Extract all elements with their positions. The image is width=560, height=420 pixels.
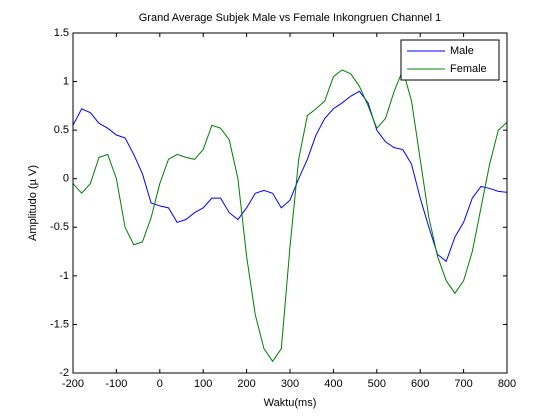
- x-axis-label: Waktu(ms): [264, 397, 317, 409]
- x-tick-label: 0: [157, 378, 163, 390]
- y-tick-label: -1: [59, 270, 69, 282]
- y-tick-label: -0.5: [50, 221, 69, 233]
- x-tick-label: -200: [62, 378, 84, 390]
- axes-box: [72, 32, 508, 374]
- plot-area: [73, 33, 507, 373]
- y-axis-label: Amplitudo (µ V): [27, 165, 39, 241]
- x-tick-label: 600: [411, 378, 429, 390]
- x-tick-label: 800: [498, 378, 516, 390]
- y-tick-label: -1.5: [50, 318, 69, 330]
- y-tick-label: 1: [63, 75, 69, 87]
- legend-label: Female: [450, 63, 487, 75]
- y-tick-label: 0: [63, 173, 69, 185]
- legend-box: [400, 39, 500, 81]
- x-tick-label: -100: [105, 378, 127, 390]
- chart-title: Grand Average Subjek Male vs Female Inko…: [139, 12, 441, 24]
- x-tick-label: 700: [454, 378, 472, 390]
- x-tick-label: 500: [368, 378, 386, 390]
- x-tick-label: 100: [194, 378, 212, 390]
- legend-label: Male: [450, 45, 474, 57]
- x-tick-label: 400: [324, 378, 342, 390]
- x-tick-label: 200: [237, 378, 255, 390]
- x-tick-label: 300: [281, 378, 299, 390]
- data-line: [72, 68, 508, 363]
- y-tick-label: 0.5: [54, 124, 69, 136]
- y-tick-label: 1.5: [54, 27, 69, 39]
- y-tick-label: -2: [59, 367, 69, 379]
